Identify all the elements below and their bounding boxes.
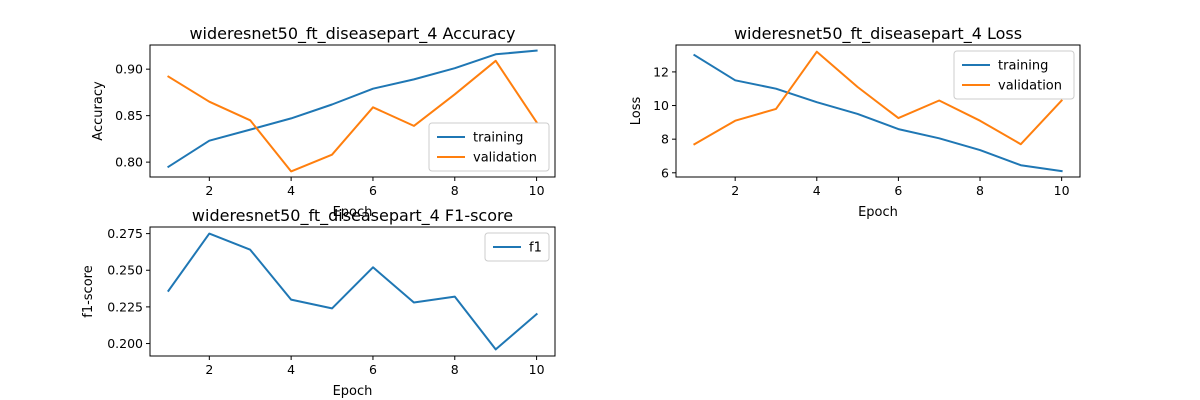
loss-chart: 2 4 6 8 10 6 8 10 12 wideresnet50_ft_diseasepart_… bbox=[629, 24, 1081, 220]
f1-y-tick-label: 0.250 bbox=[107, 263, 143, 278]
loss-y-tick-label: 6 bbox=[661, 165, 669, 180]
loss-x-tick-label: 8 bbox=[976, 183, 984, 198]
accuracy-legend-label-validation: validation bbox=[473, 151, 537, 166]
accuracy-legend: training validation bbox=[428, 122, 550, 172]
f1-x-tick-label: 2 bbox=[205, 362, 213, 377]
loss-y-tick-label: 12 bbox=[653, 64, 669, 79]
accuracy-y-axis-label: Accuracy bbox=[91, 81, 106, 141]
accuracy-x-tick-label: 10 bbox=[529, 183, 545, 198]
loss-axes-frame bbox=[675, 44, 1081, 178]
f1-y-axis-label: f1-score bbox=[81, 265, 96, 317]
f1-axes-frame bbox=[149, 226, 556, 357]
loss-legend: training validation bbox=[953, 50, 1075, 100]
loss-chart-title: wideresnet50_ft_diseasepart_4 Loss bbox=[734, 24, 1022, 44]
f1-chart: 2 4 6 8 10 0.200 0.225 0.250 0.275 wideresnet50_f… bbox=[81, 206, 556, 399]
accuracy-legend-label-training: training bbox=[473, 131, 523, 146]
f1-x-tick-label: 8 bbox=[451, 362, 459, 377]
f1-x-tick-label: 4 bbox=[287, 362, 295, 377]
accuracy-x-tick-label: 8 bbox=[451, 183, 459, 198]
accuracy-series-training-line bbox=[167, 49, 538, 169]
loss-legend-label-training: training bbox=[998, 59, 1048, 74]
accuracy-chart: 2 4 6 8 10 0.80 0.85 0.90 wideresnet50_ft_diseas… bbox=[91, 24, 556, 220]
accuracy-y-tick-label: 0.90 bbox=[115, 62, 143, 77]
accuracy-x-tick-label: 6 bbox=[369, 183, 377, 198]
accuracy-axes-frame bbox=[149, 44, 556, 178]
f1-y-tick-label: 0.225 bbox=[107, 299, 143, 314]
accuracy-legend-box bbox=[428, 122, 550, 172]
f1-legend-label-f1: f1 bbox=[529, 241, 542, 256]
loss-x-tick-label: 4 bbox=[813, 183, 821, 198]
accuracy-chart-title: wideresnet50_ft_diseasepart_4 Accuracy bbox=[189, 24, 515, 44]
loss-y-axis-label: Loss bbox=[629, 97, 644, 126]
f1-legend: f1 bbox=[484, 232, 550, 262]
f1-y-tick-label: 0.275 bbox=[107, 226, 143, 241]
loss-legend-box bbox=[953, 50, 1075, 100]
f1-x-tick-label: 6 bbox=[369, 362, 377, 377]
loss-x-tick-label: 6 bbox=[894, 183, 902, 198]
loss-y-tick-label: 8 bbox=[661, 132, 669, 147]
accuracy-y-tick-label: 0.80 bbox=[115, 155, 143, 170]
accuracy-series-validation-line bbox=[167, 59, 538, 173]
loss-legend-label-validation: validation bbox=[998, 79, 1062, 94]
loss-x-tick-label: 10 bbox=[1054, 183, 1070, 198]
accuracy-x-axis-label: Epoch bbox=[333, 205, 373, 220]
f1-chart-title: wideresnet50_ft_diseasepart_4 F1-score bbox=[192, 206, 513, 226]
accuracy-x-tick-label: 2 bbox=[205, 183, 213, 198]
loss-x-tick-label: 2 bbox=[731, 183, 739, 198]
loss-y-tick-label: 10 bbox=[653, 98, 669, 113]
accuracy-y-tick-label: 0.85 bbox=[115, 108, 143, 123]
f1-x-axis-label: Epoch bbox=[333, 384, 373, 399]
f1-y-tick-label: 0.200 bbox=[107, 336, 143, 351]
loss-series-validation-line bbox=[693, 50, 1064, 146]
accuracy-x-tick-label: 4 bbox=[287, 183, 295, 198]
loss-series-training-line bbox=[693, 53, 1063, 173]
loss-x-axis-label: Epoch bbox=[858, 205, 898, 220]
f1-x-tick-label: 10 bbox=[529, 362, 545, 377]
f1-series-f1-line bbox=[167, 232, 539, 351]
